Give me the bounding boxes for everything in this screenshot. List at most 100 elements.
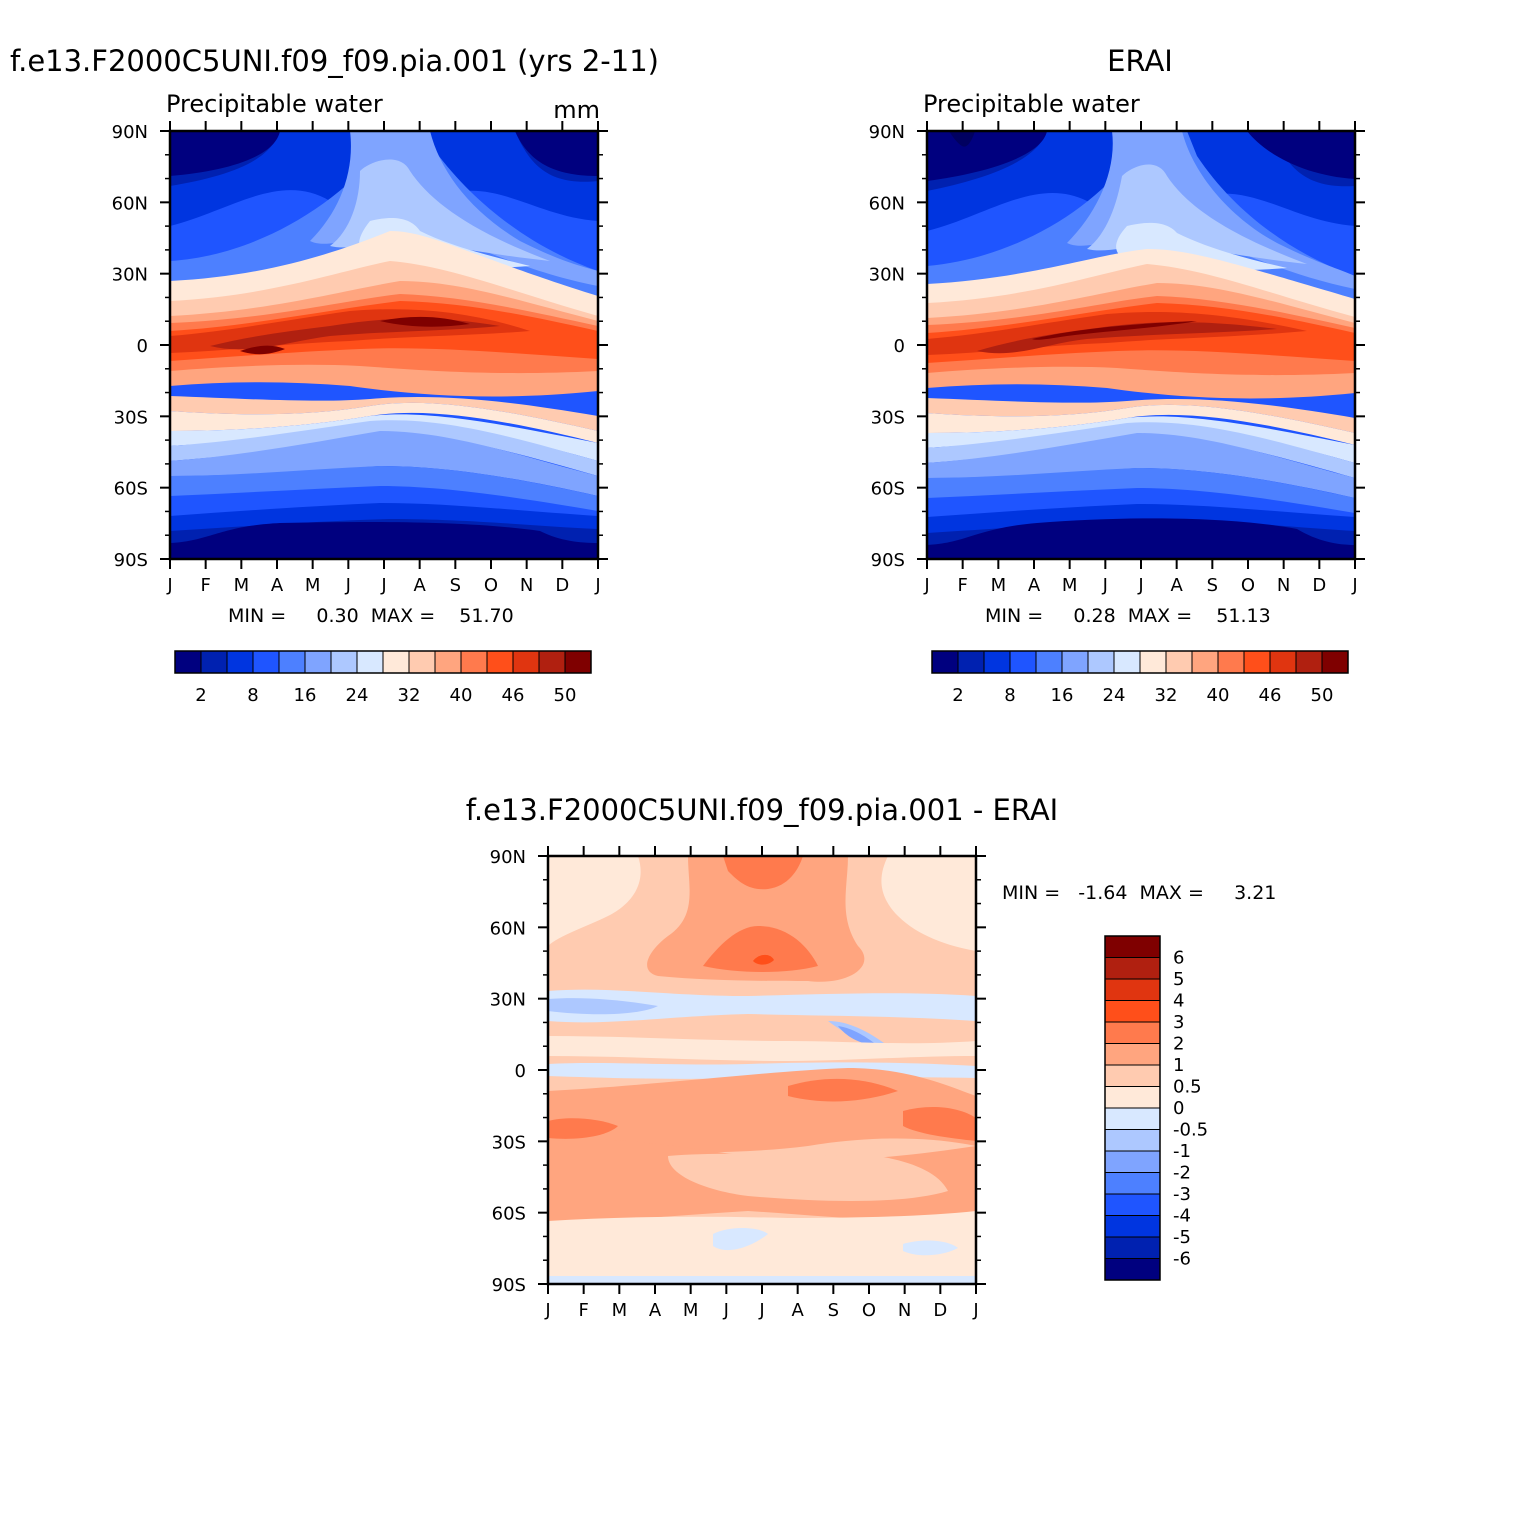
model-colorbar-swatch bbox=[486, 650, 514, 674]
model-x-tick-label: J bbox=[166, 575, 172, 596]
diff-x-tick-label: J bbox=[972, 1300, 978, 1321]
model-colorbar-swatch bbox=[538, 650, 566, 674]
model-x-tick-label: J bbox=[594, 575, 600, 596]
model-colorbar-swatch bbox=[434, 650, 462, 674]
model-panel: f.e13.F2000C5UNI.f09_f09.pia.001 (yrs 2-… bbox=[10, 44, 659, 706]
obs-title: ERAI bbox=[1107, 44, 1173, 78]
model-x-tick-label: M bbox=[305, 575, 321, 596]
model-colorbar-swatch bbox=[226, 650, 254, 674]
diff-x-tick-label: J bbox=[544, 1300, 550, 1321]
model-colorbar-label: 46 bbox=[502, 685, 525, 706]
model-colorbar-swatch bbox=[382, 650, 410, 674]
obs-colorbar-swatch bbox=[1295, 650, 1323, 674]
diff-x-tick-label: A bbox=[792, 1300, 805, 1321]
model-title: f.e13.F2000C5UNI.f09_f09.pia.001 (yrs 2-… bbox=[10, 44, 659, 78]
model-colorbar-label: 16 bbox=[294, 685, 317, 706]
obs-x-tick-label: N bbox=[1277, 575, 1290, 596]
obs-colorbar-label: 46 bbox=[1259, 685, 1282, 706]
obs-y-tick-label: 90N bbox=[869, 122, 905, 143]
model-colorbar-label: 32 bbox=[398, 685, 421, 706]
obs-colorbar-swatch bbox=[1321, 650, 1349, 674]
model-y-tick-label: 90S bbox=[114, 550, 148, 571]
obs-colorbar-label: 16 bbox=[1051, 685, 1074, 706]
diff-colorbar-swatch bbox=[1104, 935, 1161, 958]
diff-colorbar-label: -6 bbox=[1173, 1249, 1191, 1270]
obs-colorbar-swatch bbox=[1035, 650, 1063, 674]
obs-x-tick-label: F bbox=[957, 575, 967, 596]
obs-y-tick-label: 0 bbox=[894, 336, 905, 357]
obs-x-tick-label: J bbox=[1351, 575, 1357, 596]
diff-colorbar-frame bbox=[1104, 935, 1161, 1281]
obs-x-tick-label: O bbox=[1241, 575, 1255, 596]
diff-colorbar-swatch bbox=[1104, 1150, 1161, 1173]
diff-colorbar-swatch bbox=[1104, 1129, 1161, 1152]
obs-colorbar-label: 8 bbox=[1004, 685, 1015, 706]
diff-colorbar-swatch bbox=[1104, 957, 1161, 980]
model-x-tick-label: J bbox=[345, 575, 351, 596]
diff-y-tick-label: 60N bbox=[490, 918, 526, 939]
diff-colorbar-swatch bbox=[1104, 1258, 1161, 1281]
obs-y-tick-label: 60S bbox=[871, 479, 905, 500]
model-x-tick-label: M bbox=[234, 575, 250, 596]
diff-colorbar-swatch bbox=[1104, 1043, 1161, 1066]
diff-x-tick-label: N bbox=[898, 1300, 911, 1321]
obs-y-tick-label: 90S bbox=[871, 550, 905, 571]
obs-colorbar-swatch bbox=[1243, 650, 1271, 674]
model-colorbar-swatch bbox=[330, 650, 358, 674]
obs-colorbar-swatch bbox=[1139, 650, 1167, 674]
diff-x-tick-label: S bbox=[828, 1300, 839, 1321]
obs-x-tick-label: A bbox=[1028, 575, 1041, 596]
diff-colorbar-label: -2 bbox=[1173, 1163, 1191, 1184]
obs-colorbar-swatch bbox=[1061, 650, 1089, 674]
obs-colorbar-swatch bbox=[1217, 650, 1245, 674]
obs-y-tick-label: 30S bbox=[871, 407, 905, 428]
model-x-tick-label: A bbox=[271, 575, 284, 596]
obs-left-label: Precipitable water bbox=[923, 90, 1140, 118]
model-y-tick-label: 0 bbox=[137, 336, 148, 357]
model-colorbar-swatch bbox=[174, 650, 202, 674]
diff-colorbar-swatch bbox=[1104, 1086, 1161, 1109]
diff-y-tick-label: 60S bbox=[492, 1204, 526, 1225]
obs-colorbar-swatch bbox=[983, 650, 1011, 674]
obs-colorbar-frame bbox=[931, 650, 1349, 674]
obs-colorbar-swatch bbox=[931, 650, 959, 674]
obs-colorbar-swatch bbox=[1269, 650, 1297, 674]
diff-y-tick-label: 30S bbox=[492, 1132, 526, 1153]
model-colorbar-swatch bbox=[512, 650, 540, 674]
diff-minmax: MIN = -1.64 MAX = 3.21 bbox=[1002, 882, 1276, 904]
obs-colorbar-swatch bbox=[1009, 650, 1037, 674]
diff-x-tick-label: M bbox=[612, 1300, 628, 1321]
obs-colorbar-swatch bbox=[957, 650, 985, 674]
model-x-tick-label: F bbox=[200, 575, 210, 596]
obs-x-tick-label: J bbox=[1102, 575, 1108, 596]
obs-x-tick-label: A bbox=[1171, 575, 1184, 596]
diff-y-tick-label: 90N bbox=[490, 847, 526, 868]
diff-x-tick-label: J bbox=[723, 1300, 729, 1321]
obs-x-tick-label: D bbox=[1312, 575, 1326, 596]
diff-colorbar-label: -1 bbox=[1173, 1141, 1191, 1162]
diff-panel: f.e13.F2000C5UNI.f09_f09.pia.001 - ERAI bbox=[466, 793, 1277, 1321]
obs-colorbar-swatch bbox=[1191, 650, 1219, 674]
model-contour-field bbox=[170, 131, 598, 559]
model-colorbar-swatch bbox=[304, 650, 332, 674]
diff-colorbar-label: 1 bbox=[1173, 1055, 1184, 1076]
obs-colorbar-label: 24 bbox=[1103, 685, 1126, 706]
diff-colorbar-label: -0.5 bbox=[1173, 1120, 1208, 1141]
obs-colorbar-swatch bbox=[1165, 650, 1193, 674]
model-colorbar-swatch bbox=[356, 650, 384, 674]
obs-x-tick-label: M bbox=[1062, 575, 1078, 596]
diff-x-tick-label: J bbox=[758, 1300, 764, 1321]
model-colorbar-label: 50 bbox=[554, 685, 577, 706]
diff-colorbar-swatch bbox=[1104, 1000, 1161, 1023]
model-y-tick-label: 30N bbox=[112, 265, 148, 286]
diff-x-tick-label: O bbox=[862, 1300, 876, 1321]
obs-y-tick-label: 30N bbox=[869, 265, 905, 286]
model-y-tick-label: 60N bbox=[112, 193, 148, 214]
model-colorbar-frame bbox=[174, 650, 592, 674]
model-colorbar-swatch bbox=[278, 650, 306, 674]
obs-x-tick-label: S bbox=[1207, 575, 1218, 596]
obs-y-tick-label: 60N bbox=[869, 193, 905, 214]
diff-title: f.e13.F2000C5UNI.f09_f09.pia.001 - ERAI bbox=[466, 793, 1059, 827]
